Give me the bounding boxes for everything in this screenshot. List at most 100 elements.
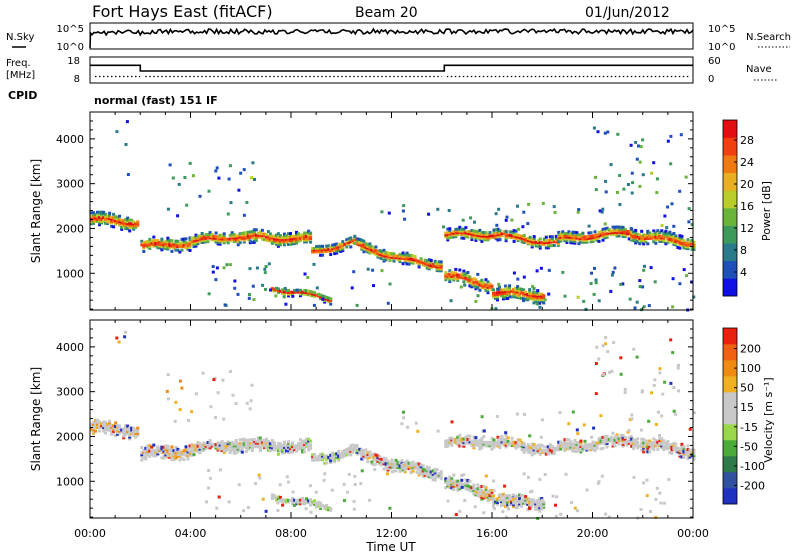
power-colorbar-swatch-7 — [723, 155, 737, 174]
power-colorbar-swatch-9 — [723, 120, 737, 138]
power-echo-band-8 — [504, 229, 560, 250]
velocity-ytick-4000: 4000 — [56, 341, 84, 354]
velocity-echo-band-10 — [630, 437, 696, 461]
noise-left-tick-bottom: 10^0 — [57, 42, 84, 53]
velocity-echo-band-5 — [356, 447, 404, 473]
power-colorbar-tick-6: 28 — [740, 134, 754, 147]
power-colorbar-tick-0: 4 — [740, 266, 747, 279]
power-colorbar-tick-4: 20 — [740, 178, 754, 191]
nave-tick-bottom: 0 — [708, 74, 714, 85]
noise-left-tick-top: 10^5 — [57, 24, 84, 35]
frequency-line — [90, 64, 693, 72]
velocity-colorbar-swatch-8 — [723, 360, 737, 377]
velocity-scatter-5 — [594, 336, 681, 396]
velocity-colorbar-tick-7: -200 — [740, 479, 765, 492]
noise-trace — [89, 27, 694, 49]
power-echo-band-5 — [356, 237, 404, 264]
velocity-echo-band-4 — [311, 443, 359, 465]
velocity-echo-band-13 — [270, 493, 333, 512]
noise-sky-line — [89, 27, 694, 49]
velocity-scatter-6 — [446, 472, 671, 520]
velocity-scatter-0 — [115, 330, 128, 344]
time-tick-2: 08:00 — [275, 527, 307, 540]
power-echo-band-6 — [401, 251, 443, 273]
nave-tick-top: 60 — [708, 56, 721, 67]
velocity-colorbar-swatch-7 — [723, 376, 737, 393]
velocity-echo-band-0 — [90, 418, 140, 441]
velocity-axes: 1000 2000 3000 4000 — [56, 319, 694, 518]
velocity-colorbar-tick-1: 100 — [740, 362, 761, 375]
cpid-value: normal (fast) 151 IF — [94, 94, 218, 107]
velocity-colorbar-tick-3: 15 — [740, 401, 754, 414]
velocity-colorbar-swatch-3 — [723, 440, 737, 457]
noise-right-tick-bottom: 10^0 — [708, 42, 735, 53]
power-colorbar-swatch-0 — [723, 278, 737, 297]
power-echo-band-1 — [140, 235, 192, 254]
power-colorbar-tick-5: 24 — [740, 156, 754, 169]
time-tick-1: 04:00 — [175, 527, 207, 540]
power-colorbar-swatch-3 — [723, 225, 737, 244]
power-colorbar-swatch-6 — [723, 172, 737, 191]
velocity-colorbar-swatch-0 — [723, 488, 737, 505]
velocity-colorbar-swatch-6 — [723, 392, 737, 409]
velocity-colorbar-tick-6: -100 — [740, 460, 765, 473]
power-echo-band-7 — [444, 225, 508, 243]
n-search-label: N.Search — [746, 32, 791, 43]
time-tick-6: 00:00 — [677, 527, 709, 540]
x-axis-label: Time UT — [365, 540, 416, 554]
velocity-echo-band-3 — [230, 436, 313, 456]
power-axes: 1000 2000 3000 4000 — [56, 111, 694, 310]
velocity-echo-band-2 — [190, 439, 232, 457]
power-ytick-3000: 3000 — [56, 178, 84, 191]
velocity-colorbar-tick-5: -50 — [740, 440, 758, 453]
velocity-echo-band-6 — [401, 459, 443, 482]
velocity-echo-band-8 — [504, 436, 560, 457]
power-ytick-1000: 1000 — [56, 267, 84, 280]
noise-right-tick-top: 10^5 — [708, 24, 735, 35]
power-echo-band-3 — [230, 228, 313, 248]
power-scatter-3 — [380, 204, 440, 221]
freq-unit-label: [MHz] — [6, 70, 35, 81]
power-echo-band-12 — [492, 284, 546, 305]
noise-panel: N.Sky 10^5 10^0 10^5 10^0 N.Search — [6, 22, 791, 53]
velocity-colorbar: 200 100 50 15 -15 -50 -100 -200 — [722, 327, 765, 505]
freq-tick-bottom: 8 — [74, 74, 80, 85]
velocity-echo-band-11 — [444, 475, 494, 503]
velocity-scatter-4 — [450, 409, 696, 439]
power-scatter-2 — [207, 262, 392, 307]
velocity-ytick-1000: 1000 — [56, 475, 84, 488]
freq-label: Freq. — [6, 58, 31, 69]
cpid-label: CPID — [8, 89, 37, 102]
velocity-colorbar-swatch-1 — [723, 472, 737, 489]
power-ytick-2000: 2000 — [56, 222, 84, 235]
station-title: Fort Hays East (fitACF) — [92, 2, 273, 21]
power-colorbar-swatch-5 — [723, 190, 737, 209]
power-data — [90, 120, 696, 312]
velocity-colorbar-label: Velocity [m s⁻¹] — [762, 377, 775, 462]
freq-tick-top: 18 — [67, 56, 80, 67]
time-axis: 00:00 04:00 08:00 12:00 16:00 20:00 00:00 — [74, 527, 709, 540]
frequency-panel: Freq. [MHz] 18 8 60 0 Nave — [6, 56, 778, 85]
velocity-data — [90, 330, 696, 520]
power-scatter-1 — [166, 161, 256, 218]
frequency-trace — [90, 64, 693, 78]
velocity-colorbar-swatch-10 — [723, 328, 737, 345]
velocity-scatter-2 — [205, 468, 394, 514]
power-echo-band-11 — [444, 267, 494, 295]
power-echo-band-2 — [190, 231, 232, 249]
velocity-ytick-3000: 3000 — [56, 386, 84, 399]
n-sky-label: N.Sky — [6, 32, 34, 43]
velocity-echo-band-12 — [492, 492, 546, 513]
velocity-colorbar-swatch-4 — [723, 424, 737, 441]
velocity-echo-band-7 — [444, 433, 508, 451]
time-tick-4: 16:00 — [476, 527, 508, 540]
power-ytick-4000: 4000 — [56, 133, 84, 146]
time-tick-5: 20:00 — [577, 527, 609, 540]
nave-label: Nave — [746, 64, 772, 75]
velocity-colorbar-swatch-9 — [723, 344, 737, 361]
power-colorbar-tick-1: 8 — [740, 244, 747, 257]
velocity-echo-band-9 — [557, 433, 633, 454]
beam-label: Beam 20 — [355, 5, 418, 21]
